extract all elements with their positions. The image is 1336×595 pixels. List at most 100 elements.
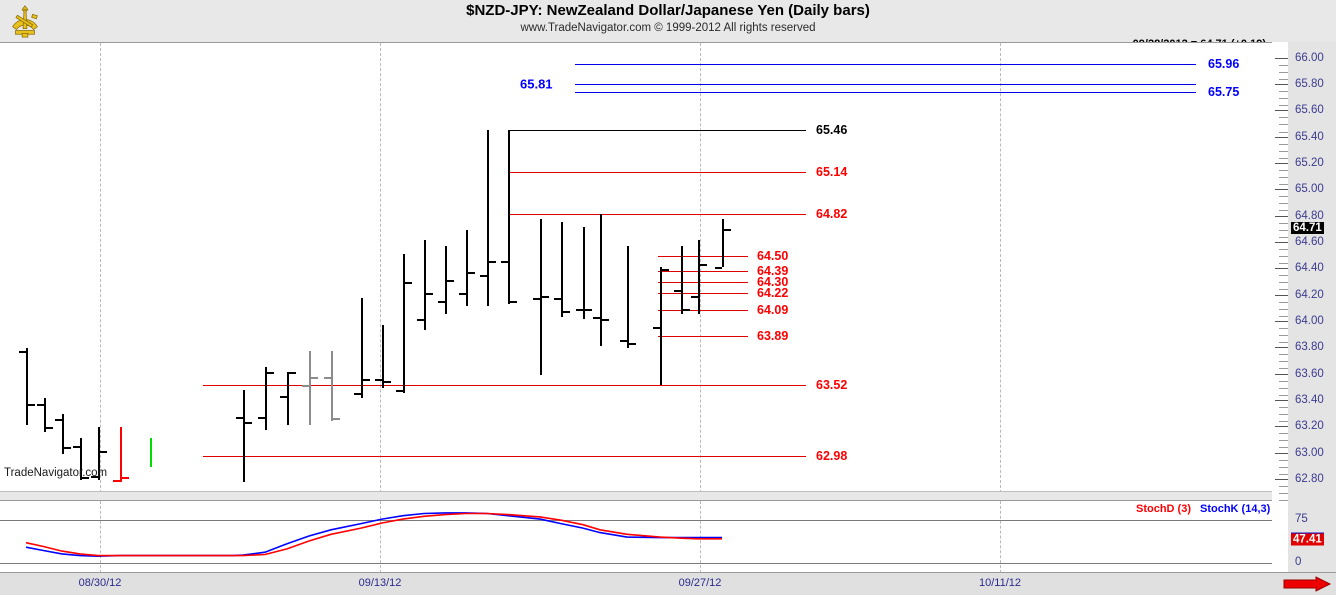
- level-label-64.50[interactable]: 64.50: [757, 249, 789, 264]
- level-label-62.98[interactable]: 62.98: [816, 449, 848, 464]
- bar-close-tick: [311, 377, 318, 380]
- level-label-65.81[interactable]: 65.81: [520, 76, 553, 92]
- level-label-64.30[interactable]: 64.30: [757, 275, 789, 290]
- axis-tick-strip: [1272, 42, 1288, 572]
- level-line-64.82[interactable]: [508, 214, 806, 216]
- price-axis-tick: [1279, 256, 1288, 258]
- bar-range: [62, 414, 64, 454]
- level-line-64.39[interactable]: [658, 270, 748, 272]
- bar-open-tick: [620, 340, 627, 343]
- price-axis-label: 66.00: [1295, 51, 1324, 64]
- level-label-63.89[interactable]: 63.89: [757, 329, 789, 344]
- stoch-k-line: [25, 512, 722, 558]
- bar-range: [265, 366, 267, 430]
- bar-open-tick: [37, 403, 44, 406]
- price-axis-tick: [1275, 294, 1288, 296]
- price-axis-tick: [1279, 440, 1288, 442]
- level-label-64.82[interactable]: 64.82: [816, 207, 848, 222]
- level-line-64.09[interactable]: [658, 310, 748, 312]
- level-label-64.22[interactable]: 64.22: [757, 286, 789, 300]
- bar-close-tick: [700, 264, 707, 267]
- level-line-65.81[interactable]: [575, 83, 1196, 85]
- date-axis[interactable]: 08/30/12 09/13/12 09/27/12 10/11/12: [0, 572, 1336, 595]
- level-line-65.14[interactable]: [508, 171, 806, 173]
- price-axis-tick: [1279, 327, 1288, 329]
- price-axis-label: 65.20: [1295, 157, 1324, 170]
- price-axis-label: 63.60: [1295, 367, 1324, 380]
- bar-close-tick: [122, 477, 129, 480]
- level-line-62.98[interactable]: [203, 456, 806, 458]
- bar-open-tick: [91, 475, 98, 478]
- price-axis-tick: [1279, 368, 1288, 370]
- current-price-badge: 64.71: [1291, 221, 1324, 234]
- bar-close-tick: [100, 450, 107, 453]
- level-label-65.96[interactable]: 65.96: [1208, 57, 1240, 72]
- bar-range: [445, 245, 447, 315]
- price-axis-tick: [1279, 380, 1288, 382]
- level-line-65.75[interactable]: [575, 91, 1196, 93]
- bar-open-tick: [691, 295, 698, 298]
- bar-open-tick: [715, 266, 722, 269]
- level-label-65.75[interactable]: 65.75: [1208, 84, 1240, 99]
- level-label-65.46[interactable]: 65.46: [816, 122, 848, 137]
- stoch-d-legend[interactable]: StochD (3): [1136, 503, 1191, 515]
- red-right-arrow-icon[interactable]: [1282, 576, 1332, 592]
- price-axis-label: 64.40: [1295, 262, 1324, 275]
- level-line-65.96[interactable]: [575, 64, 1196, 66]
- price-axis-tick: [1279, 354, 1288, 356]
- price-axis-tick: [1279, 406, 1288, 408]
- date-axis-label: 09/13/12: [358, 577, 402, 589]
- stoch-k-legend[interactable]: StochK (14,3): [1200, 503, 1271, 515]
- bar-open-tick: [324, 377, 331, 380]
- price-axis-tick: [1275, 320, 1288, 322]
- price-axis-tick: [1279, 420, 1288, 422]
- stoch-axis-label: 0: [1295, 556, 1302, 568]
- level-line-64.22[interactable]: [658, 293, 748, 294]
- bar-close-tick: [602, 319, 609, 322]
- price-axis-tick: [1279, 71, 1288, 73]
- bar-range: [382, 324, 384, 388]
- level-label-63.52[interactable]: 63.52: [816, 378, 848, 393]
- bar-open-tick: [593, 316, 600, 319]
- bar-range: [508, 129, 510, 304]
- price-axis-label: 65.60: [1295, 104, 1324, 117]
- price-axis-tick: [1279, 459, 1288, 461]
- price-axis-tick: [1279, 413, 1288, 415]
- price-axis-tick: [1279, 64, 1288, 66]
- level-label-64.09[interactable]: 64.09: [757, 303, 789, 318]
- bar-range: [150, 437, 152, 467]
- bar-close-tick: [363, 378, 370, 381]
- price-chart-pane[interactable]: 65.96 65.81 65.75 65.46 65.14 64.82 64.50 64.39…: [0, 42, 1272, 493]
- price-axis-tick: [1279, 308, 1288, 310]
- bar-range: [243, 390, 245, 483]
- level-line-65.46[interactable]: [508, 129, 806, 131]
- level-line-63.52[interactable]: [203, 385, 806, 387]
- bar-close-tick: [489, 261, 496, 264]
- bar-close-tick: [629, 343, 636, 345]
- price-axis-tick: [1279, 447, 1288, 449]
- price-axis-tick: [1275, 426, 1288, 428]
- stoch-gridline-v-1: [380, 501, 381, 573]
- price-axis-tick: [1275, 215, 1288, 217]
- copyright-subtitle: www.TradeNavigator.com © 1999-2012 All r…: [520, 22, 816, 34]
- bar-range: [561, 221, 563, 317]
- level-label-64.39[interactable]: 64.39: [757, 263, 789, 278]
- bar-close-tick: [64, 446, 71, 449]
- bar-close-tick: [542, 295, 549, 298]
- level-line-63.89[interactable]: [658, 336, 748, 338]
- current-stoch-badge: 47.41: [1291, 532, 1324, 546]
- bar-close-tick: [724, 228, 731, 231]
- bar-range: [98, 427, 100, 480]
- bar-open-tick: [533, 298, 540, 301]
- level-line-64.50[interactable]: [658, 256, 748, 258]
- bar-range: [44, 398, 46, 433]
- bar-range: [80, 437, 82, 480]
- level-label-65.14[interactable]: 65.14: [816, 164, 848, 179]
- bar-close-tick: [405, 282, 412, 285]
- bar-range: [466, 229, 468, 307]
- price-gridline-1: [380, 43, 381, 493]
- stochastic-pane[interactable]: [0, 500, 1272, 573]
- price-gridline-3: [1000, 43, 1001, 493]
- price-axis-tick: [1279, 210, 1288, 212]
- level-line-64.30[interactable]: [658, 282, 748, 284]
